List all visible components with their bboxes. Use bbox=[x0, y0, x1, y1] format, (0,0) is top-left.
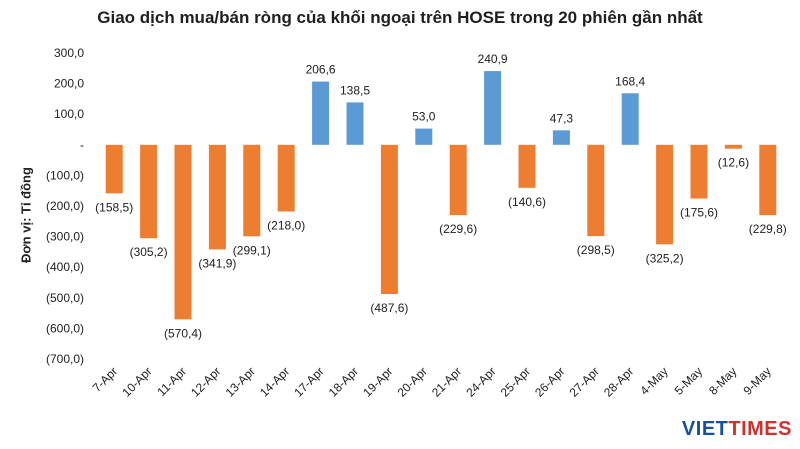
data-label: 206,6 bbox=[306, 63, 336, 77]
y-tick-label: (700,0) bbox=[46, 352, 84, 366]
bar bbox=[105, 144, 123, 194]
bar bbox=[346, 102, 364, 145]
y-tick-label: (300,0) bbox=[46, 230, 84, 244]
x-tick-label: 14-Apr bbox=[257, 364, 292, 399]
bar bbox=[312, 81, 330, 145]
data-label: (305,2) bbox=[130, 245, 168, 259]
data-label: 138,5 bbox=[340, 83, 370, 97]
data-label: (140,6) bbox=[508, 195, 546, 209]
y-tick-label: 300,0 bbox=[54, 46, 84, 60]
data-label: 47,3 bbox=[550, 111, 574, 125]
data-label: 53,0 bbox=[412, 110, 436, 124]
x-tick-label: 7-Apr bbox=[90, 364, 121, 395]
x-tick-label: 9-May bbox=[740, 364, 773, 397]
x-tick-label: 19-Apr bbox=[360, 364, 395, 399]
bar bbox=[208, 144, 226, 250]
bar bbox=[174, 144, 192, 320]
y-tick-label: (600,0) bbox=[46, 321, 84, 335]
y-tick-label: (200,0) bbox=[46, 199, 84, 213]
chart-title: Giao dịch mua/bán ròng của khối ngoại tr… bbox=[97, 8, 703, 27]
data-label: (12,6) bbox=[718, 156, 749, 170]
bar bbox=[587, 144, 605, 237]
logo-part2: TIMES bbox=[728, 418, 792, 440]
y-tick-label: - bbox=[80, 138, 84, 152]
x-tick-label: 27-Apr bbox=[567, 364, 602, 399]
bar bbox=[415, 128, 433, 145]
bar bbox=[656, 144, 674, 245]
data-label: 240,9 bbox=[478, 52, 508, 66]
bar bbox=[140, 144, 158, 239]
y-tick-label: 200,0 bbox=[54, 77, 84, 91]
y-tick-label: (400,0) bbox=[46, 260, 84, 274]
x-tick-label: 18-Apr bbox=[326, 364, 361, 399]
data-label: (570,4) bbox=[164, 326, 202, 340]
x-tick-label: 11-Apr bbox=[154, 364, 189, 399]
data-label: (299,1) bbox=[233, 243, 271, 257]
viettimes-logo: VIETTIMES bbox=[682, 418, 792, 441]
bar bbox=[724, 144, 742, 149]
x-tick-label: 24-Apr bbox=[463, 364, 498, 399]
x-tick-label: 5-May bbox=[672, 364, 705, 397]
x-tick-label: 8-May bbox=[706, 364, 739, 397]
x-tick-label: 10-Apr bbox=[119, 364, 154, 399]
x-tick-label: 20-Apr bbox=[395, 364, 430, 399]
bar bbox=[552, 130, 570, 145]
data-label: (229,8) bbox=[749, 222, 787, 236]
bar bbox=[243, 144, 261, 237]
bar bbox=[621, 93, 639, 145]
data-label: (229,6) bbox=[439, 222, 477, 236]
x-tick-label: 25-Apr bbox=[498, 364, 533, 399]
y-tick-label: (500,0) bbox=[46, 291, 84, 305]
x-tick-label: 28-Apr bbox=[601, 364, 636, 399]
bar bbox=[759, 144, 777, 216]
logo-part1: VIET bbox=[681, 418, 729, 440]
data-label: 168,4 bbox=[615, 74, 645, 88]
x-tick-label: 13-Apr bbox=[223, 364, 258, 399]
bar bbox=[277, 144, 295, 212]
data-label: (341,9) bbox=[198, 256, 236, 270]
x-tick-label: 17-Apr bbox=[291, 364, 326, 399]
data-label: (325,2) bbox=[646, 251, 684, 265]
y-tick-label: (100,0) bbox=[46, 168, 84, 182]
bar bbox=[380, 144, 398, 295]
data-label: (175,6) bbox=[680, 206, 718, 220]
y-tick-label: 100,0 bbox=[54, 107, 84, 121]
data-label: (158,5) bbox=[95, 200, 133, 214]
bar bbox=[449, 144, 467, 216]
x-tick-label: 21-Apr bbox=[429, 364, 464, 399]
data-label: (487,6) bbox=[370, 301, 408, 315]
bar bbox=[484, 71, 502, 145]
data-label: (218,0) bbox=[267, 219, 305, 233]
x-tick-label: 26-Apr bbox=[532, 364, 567, 399]
x-tick-label: 12-Apr bbox=[188, 364, 223, 399]
bar bbox=[690, 144, 708, 199]
bar bbox=[518, 144, 536, 188]
data-label: (298,5) bbox=[577, 243, 615, 257]
x-tick-label: 4-May bbox=[637, 364, 670, 397]
